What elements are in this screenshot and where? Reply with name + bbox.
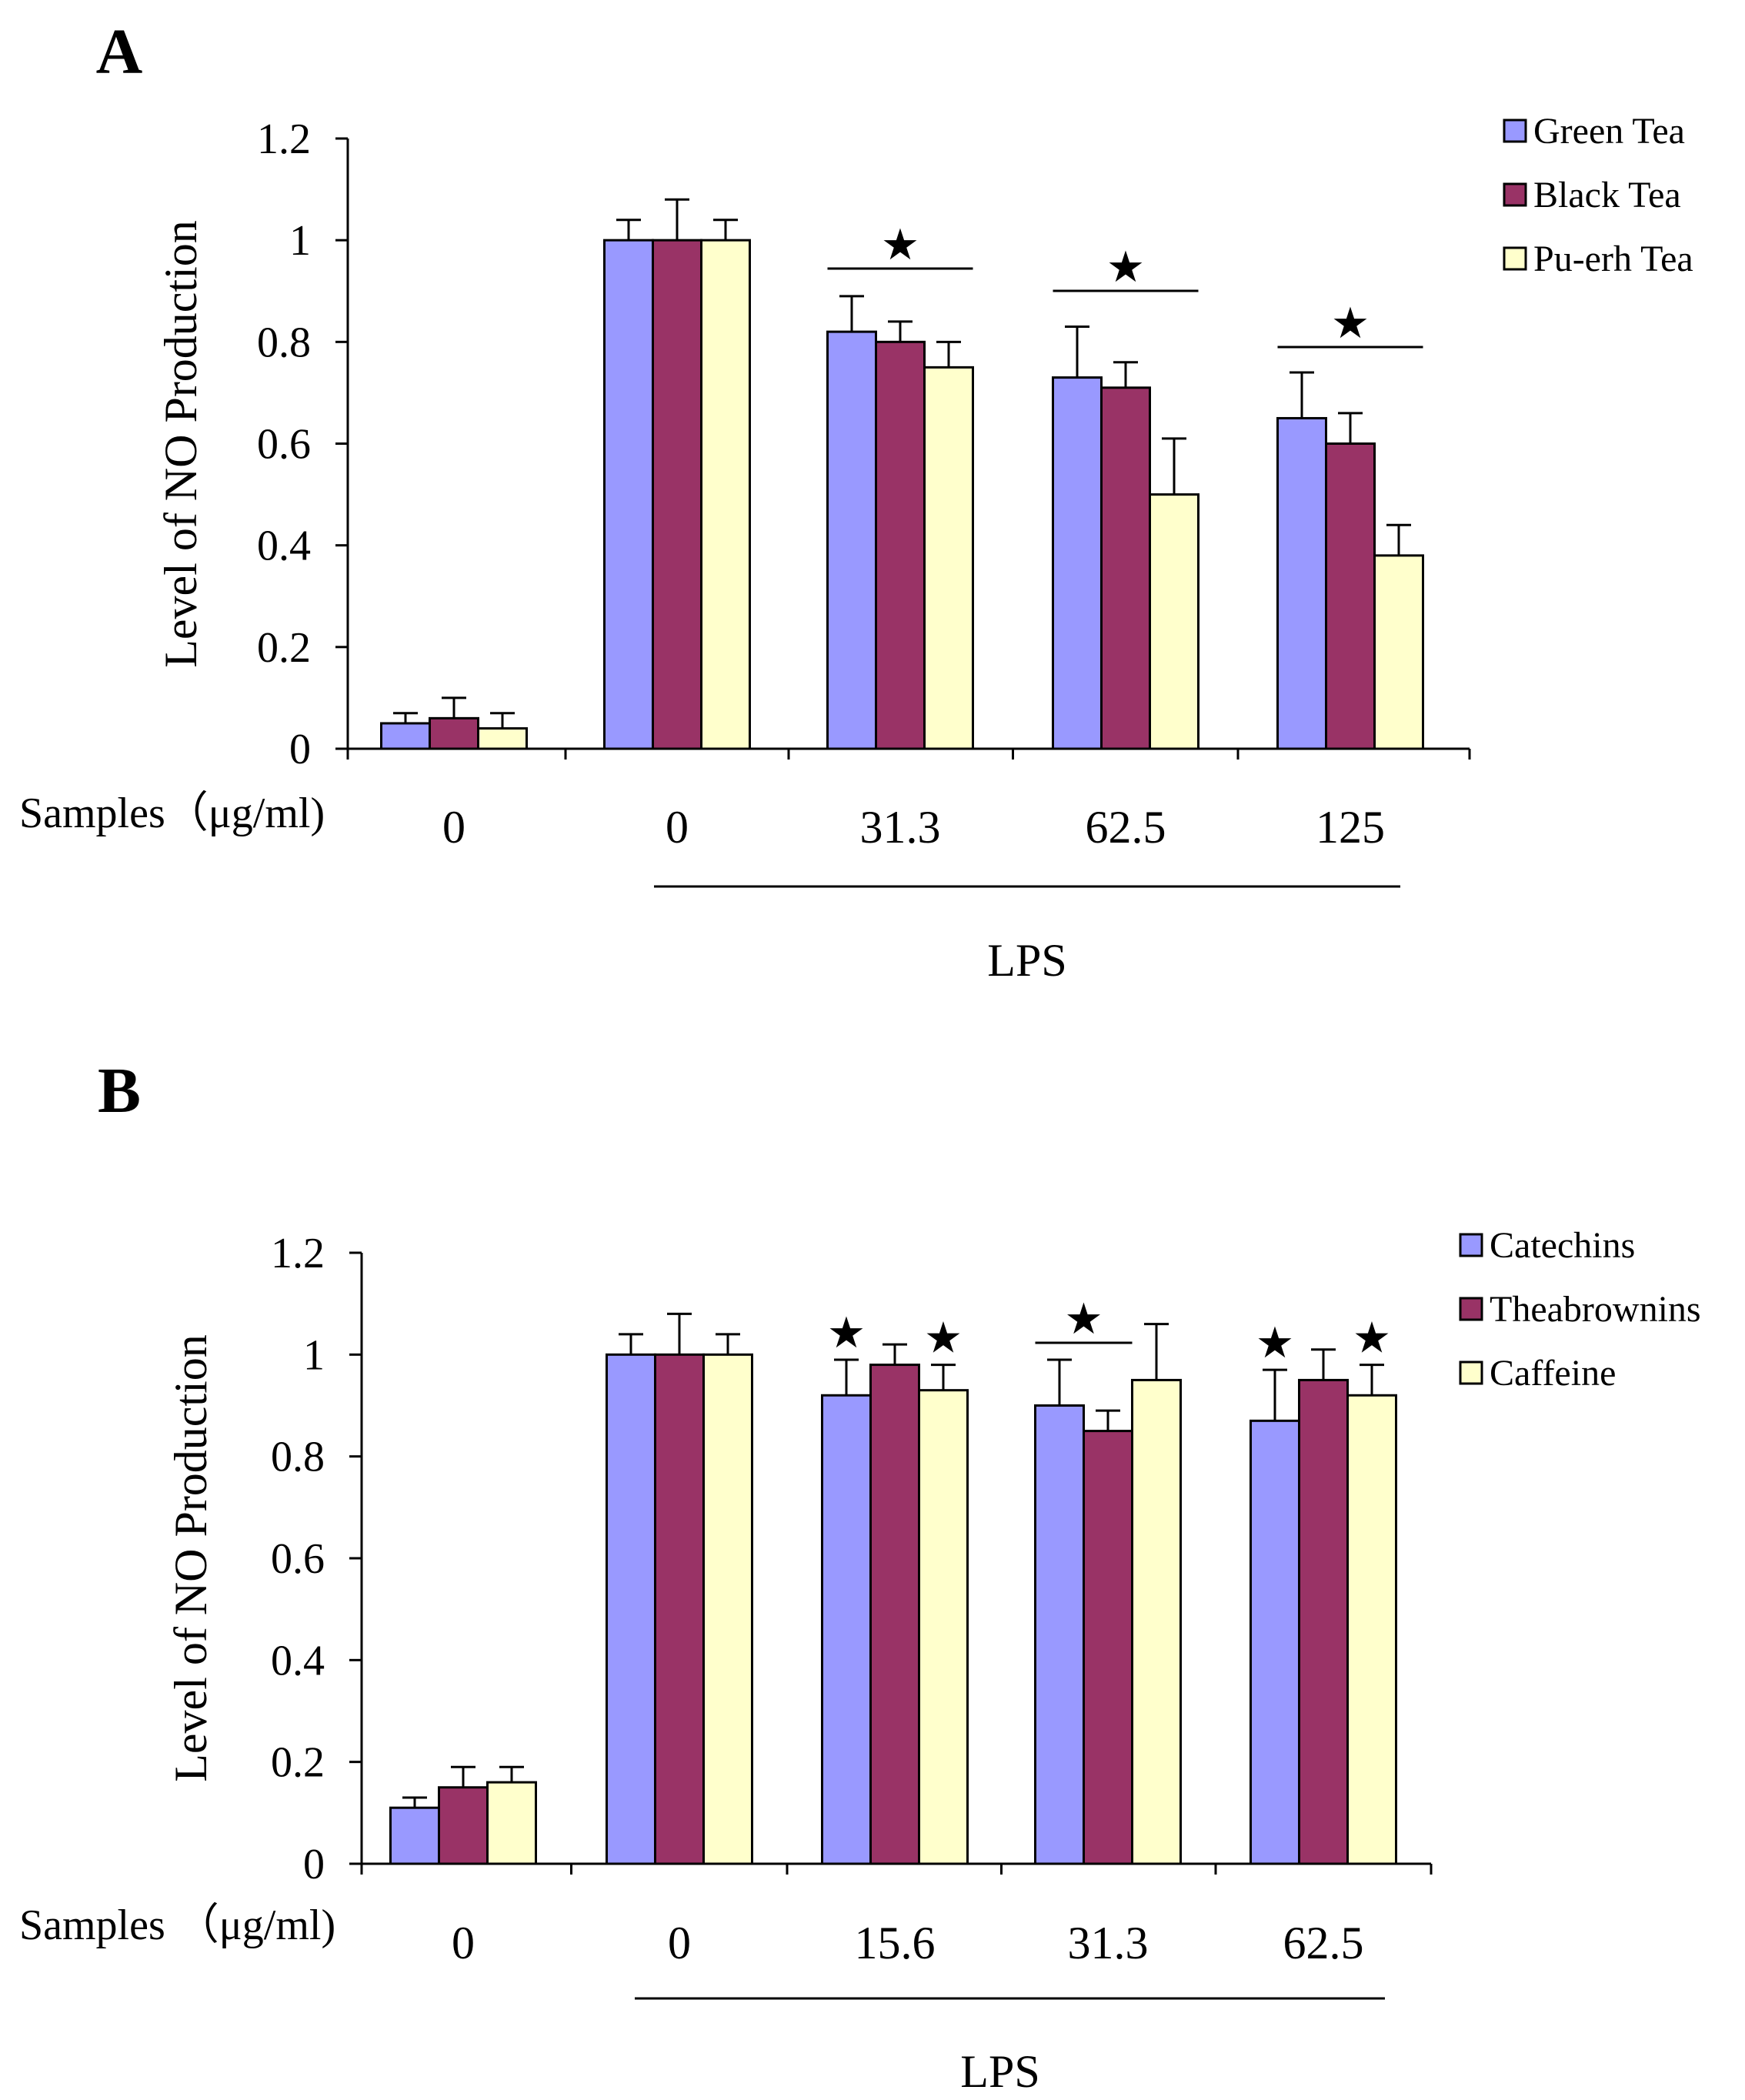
bar [1131, 1378, 1182, 1865]
x-tick-label: 0 [442, 802, 465, 853]
x-tick-label: 31.3 [860, 802, 941, 853]
chart-panel-a: A 0 0.2 0.4 0.6 0.8 1 1.2 Level of NO Production… [19, 16, 1693, 986]
x-tick-label: 125 [1316, 802, 1385, 853]
bar [1346, 1394, 1397, 1865]
legend-swatch [1459, 1233, 1483, 1257]
bar [1052, 376, 1103, 750]
bar [875, 340, 926, 750]
significance-star: ★ [924, 1315, 963, 1363]
bar [603, 239, 654, 750]
y-tick-label: 0.6 [271, 1535, 325, 1583]
significance-star: ★ [1331, 300, 1370, 348]
legend-entry: Caffeine [1490, 1353, 1616, 1394]
bar [702, 1353, 753, 1865]
x-tick-label: 62.5 [1086, 802, 1166, 853]
significance-star: ★ [1353, 1315, 1391, 1363]
bar [1083, 1430, 1133, 1865]
bar [389, 1806, 440, 1865]
bar [821, 1394, 872, 1865]
y-tick-label: 0 [303, 1841, 325, 1888]
lps-group-label: LPS [960, 2046, 1039, 2097]
bar [1100, 386, 1151, 750]
significance-star: ★ [1106, 244, 1145, 292]
bar [1325, 442, 1376, 750]
significance-star: ★ [1256, 1320, 1294, 1367]
bar [918, 1389, 969, 1865]
significance-star: ★ [1064, 1296, 1103, 1344]
legend-entry: Theabrownins [1490, 1289, 1701, 1330]
y-tick-label: 1.2 [271, 1230, 325, 1277]
x-tick-label: 0 [666, 802, 689, 853]
bar [1298, 1378, 1349, 1865]
y-tick-label: 0.8 [271, 1434, 325, 1481]
legend-swatch [1459, 1297, 1483, 1321]
significance-star: ★ [881, 222, 919, 269]
y-axis-title: Level of NO Production [155, 220, 206, 668]
y-tick-label: 1 [303, 1331, 325, 1379]
y-axis-title: Level of NO Production [165, 1334, 216, 1782]
y-tick-label: 0.4 [271, 1637, 325, 1684]
x-tick-label: 0 [668, 1918, 691, 1968]
bar [606, 1353, 656, 1865]
x-tick-label: 31.3 [1068, 1918, 1149, 1968]
bar [826, 330, 877, 750]
x-tick-label: 15.6 [855, 1918, 936, 1968]
y-tick-label: 0.4 [257, 522, 311, 570]
legend-entry: Green Tea [1533, 111, 1685, 152]
bar [923, 366, 974, 750]
y-tick-label: 1 [289, 217, 311, 265]
legend-entry: Black Tea [1533, 175, 1681, 215]
legend-entry: Catechins [1490, 1225, 1635, 1266]
bar [1276, 416, 1327, 750]
bar [1250, 1419, 1300, 1865]
bar [1034, 1404, 1085, 1865]
lps-group-label: LPS [987, 935, 1066, 986]
bar [486, 1781, 537, 1865]
bar [700, 239, 751, 750]
x-tick-label: 0 [452, 1918, 475, 1968]
chart-panel-b: B 0 0.2 0.4 0.6 0.8 1 1.2 Level of NO Production… [19, 1055, 1701, 2097]
x-axis-title: Samples （μg/ml) [19, 1901, 335, 1949]
legend-swatch [1503, 246, 1527, 271]
y-tick-label: 0.8 [257, 319, 311, 366]
legend-entry: Pu-erh Tea [1533, 239, 1693, 279]
bar [380, 722, 431, 750]
bar [438, 1786, 489, 1865]
panel-label: A [96, 16, 143, 88]
y-tick-label: 0.2 [271, 1739, 325, 1787]
bar [654, 1353, 705, 1865]
panel-label: B [98, 1055, 141, 1127]
legend-swatch [1459, 1360, 1483, 1385]
bar [869, 1364, 920, 1865]
y-tick-label: 1.2 [257, 115, 311, 163]
legend-swatch [1503, 119, 1527, 143]
legend-swatch [1503, 182, 1527, 207]
significance-star: ★ [827, 1310, 866, 1357]
y-tick-label: 0 [289, 726, 311, 773]
y-tick-label: 0.6 [257, 421, 311, 469]
x-axis-title: Samples（μg/ml) [19, 790, 325, 837]
y-tick-label: 0.2 [257, 624, 311, 672]
bar [1373, 554, 1424, 750]
bar [477, 727, 528, 750]
bar [1149, 493, 1199, 750]
bar [429, 716, 479, 750]
bar [652, 239, 702, 750]
x-tick-label: 62.5 [1283, 1918, 1364, 1968]
